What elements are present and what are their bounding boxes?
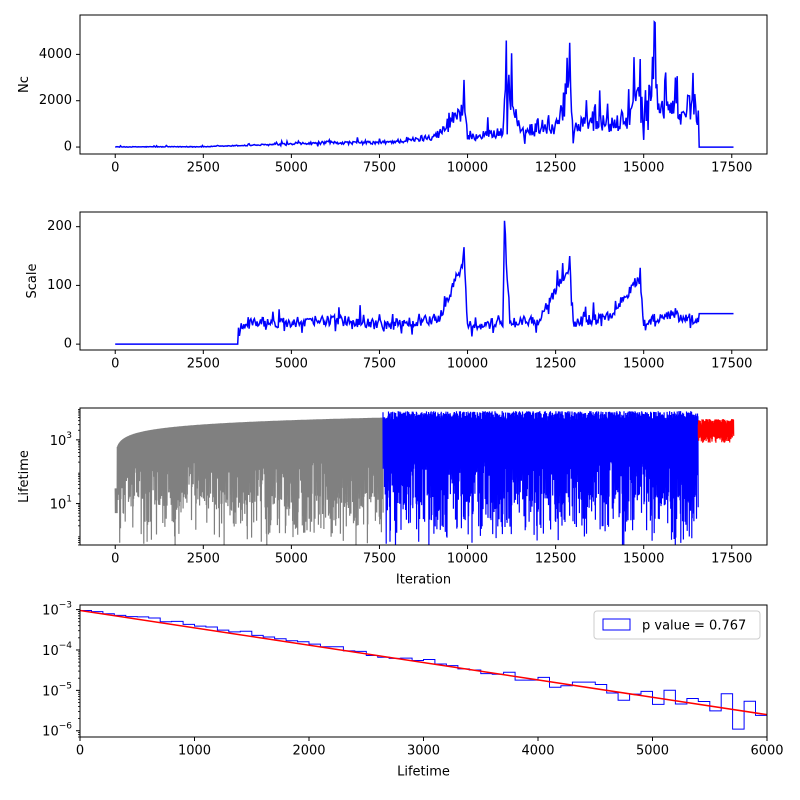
x-tick-label: 17500 xyxy=(711,552,752,567)
x-axis-label-3: Lifetime xyxy=(397,765,450,780)
x-axis-3: 0 1000 2000 3000 4000 5000 6000 xyxy=(76,737,784,759)
y-axis-label-1: Scale xyxy=(25,264,40,299)
y-tick-label: 0 xyxy=(64,140,72,155)
y-tick-label: 10−6 xyxy=(42,721,72,739)
x-tick-label: 12500 xyxy=(535,552,576,567)
y-axis-label-0: Nc xyxy=(17,76,32,93)
y-tick-label: 10−5 xyxy=(42,681,72,699)
x-tick-label: 10000 xyxy=(447,161,488,176)
x-tick-label: 15000 xyxy=(623,357,664,372)
x-tick-label: 7500 xyxy=(363,357,396,372)
x-tick-label: 2500 xyxy=(187,161,220,176)
y-axis-0: 0 2000 4000 xyxy=(39,47,80,155)
x-tick-label: 7500 xyxy=(363,161,396,176)
x-axis-1: 0 2500 5000 7500 10000 12500 15000 17500 xyxy=(111,350,752,372)
legend-swatch xyxy=(602,618,631,631)
x-tick-label: 17500 xyxy=(711,161,752,176)
y-tick-label: 2000 xyxy=(39,93,72,108)
legend: p value = 0.767 xyxy=(593,610,761,640)
x-tick-label: 15000 xyxy=(623,161,664,176)
x-tick-label: 0 xyxy=(111,161,119,176)
x-axis-2: 0 2500 5000 7500 10000 12500 15000 17500 xyxy=(111,545,752,567)
series-line-0 xyxy=(115,20,734,149)
x-tick-label: 10000 xyxy=(447,357,488,372)
x-tick-label: 15000 xyxy=(623,552,664,567)
x-axis-label-2: Iteration xyxy=(396,573,451,588)
legend-label: p value = 0.767 xyxy=(642,619,746,634)
x-tick-label: 5000 xyxy=(275,357,308,372)
x-tick-label: 4000 xyxy=(521,744,554,759)
x-tick-label: 7500 xyxy=(363,552,396,567)
x-tick-label: 5000 xyxy=(275,552,308,567)
y-axis-label-2: Lifetime xyxy=(17,450,32,503)
y-axis-3: 10−6 10−5 10−4 10−3 xyxy=(42,600,80,739)
y-axis-2: 101 103 xyxy=(50,409,80,546)
x-tick-label: 2500 xyxy=(187,357,220,372)
y-tick-label: 4000 xyxy=(39,47,72,62)
x-tick-label: 0 xyxy=(76,744,84,759)
legend-box xyxy=(593,610,761,640)
x-tick-label: 5000 xyxy=(636,744,669,759)
axes-frame-1 xyxy=(79,211,768,351)
x-tick-label: 6000 xyxy=(750,744,783,759)
y-tick-label: 100 xyxy=(47,278,72,293)
y-axis-1: 0 100 200 xyxy=(47,219,80,352)
x-tick-label: 3000 xyxy=(407,744,440,759)
x-tick-label: 0 xyxy=(111,357,119,372)
series-line-blue xyxy=(382,411,699,545)
y-tick-label: 10−4 xyxy=(42,640,72,658)
x-tick-label: 12500 xyxy=(535,357,576,372)
x-tick-label: 5000 xyxy=(275,161,308,176)
fit-line xyxy=(80,609,767,716)
x-axis-0: 0 2500 5000 7500 10000 12500 15000 17500 xyxy=(111,154,752,176)
x-tick-label: 2500 xyxy=(187,552,220,567)
x-tick-label: 2000 xyxy=(292,744,325,759)
y-tick-label: 101 xyxy=(50,494,72,512)
axes-frame-0 xyxy=(79,14,768,155)
series-line-gray xyxy=(114,417,384,545)
y-tick-label: 0 xyxy=(64,337,72,352)
x-tick-label: 17500 xyxy=(711,357,752,372)
histogram-steps xyxy=(80,610,767,737)
series-line-1 xyxy=(115,220,734,345)
y-tick-label: 200 xyxy=(47,219,72,234)
x-tick-label: 12500 xyxy=(535,161,576,176)
x-tick-label: 1000 xyxy=(178,744,211,759)
y-tick-label: 103 xyxy=(50,430,72,448)
y-tick-label: 10−3 xyxy=(42,600,72,618)
x-tick-label: 0 xyxy=(111,552,119,567)
series-line-red xyxy=(697,419,735,443)
x-tick-label: 10000 xyxy=(447,552,488,567)
